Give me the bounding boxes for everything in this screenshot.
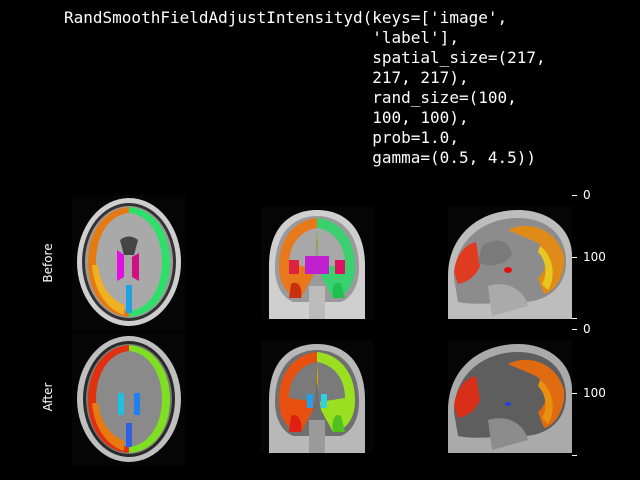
axis-label-top-100: 100 [583,250,606,264]
before-coronal-slice [261,206,373,319]
axis-tick-top-100 [572,257,577,258]
before-axial-slice [72,195,186,330]
after-axial-slice [72,333,186,466]
axis-tick-top-0 [572,195,577,196]
after-coronal-slice [261,340,373,453]
axis-label-top-0: 0 [583,188,591,202]
axis-label-bottom-0: 0 [583,322,591,336]
row-label-before: Before [41,243,55,283]
axis-tick-bottom-0 [572,329,577,330]
axis-label-bottom-100: 100 [583,386,606,400]
after-sagittal-slice [448,340,572,453]
row-label-after: After [41,382,55,412]
figure-title: RandSmoothFieldAdjustIntensityd(keys=['i… [64,8,546,167]
axis-tick-bottom-end [572,455,577,456]
before-sagittal-slice [448,206,572,319]
axis-tick-bottom-100 [572,393,577,394]
axis-tick-top-end [572,318,577,319]
